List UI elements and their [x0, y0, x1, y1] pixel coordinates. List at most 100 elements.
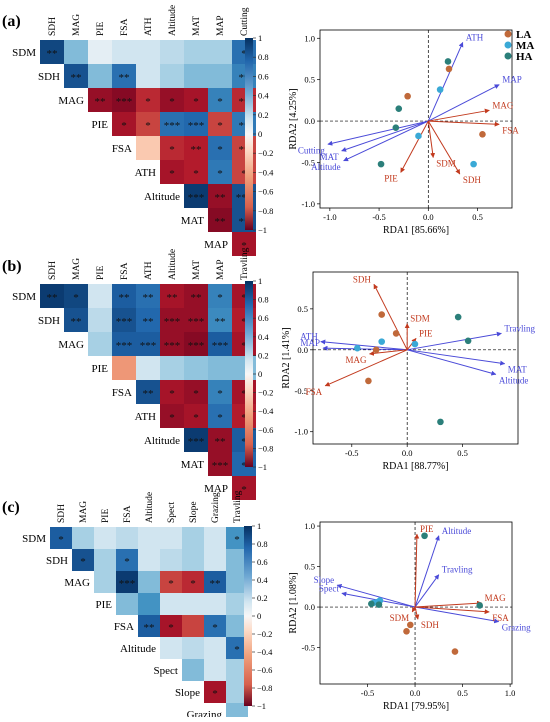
colorbar-tick-label: −1 [258, 462, 267, 472]
legend-ma-label: MA [516, 40, 534, 52]
response-vector-arrow [406, 337, 417, 351]
heatmap-cell [204, 681, 226, 703]
heatmap-significance: * [241, 292, 247, 304]
heatmap-cell [232, 232, 256, 256]
heatmap-cell [136, 112, 160, 136]
env-vector-label: Altitude [311, 162, 341, 172]
heatmap-significance: ** [119, 72, 130, 84]
env-vector-label: Travling [442, 565, 473, 575]
colorbar-tick-label: −0.2 [258, 148, 273, 158]
heatmap-cell [208, 332, 232, 356]
env-vector-label: MAP [502, 75, 522, 85]
colorbar-tick-label: 0.4 [258, 91, 269, 101]
heatmap-cell [208, 136, 232, 160]
heatmap-cell [226, 593, 248, 615]
heatmap-significance: *** [116, 316, 133, 328]
heatmap-significance: *** [164, 340, 181, 352]
heatmap-row-label: SDM [12, 47, 36, 59]
x-axis-label: RDA1 [79.95%] [383, 701, 449, 712]
env-vector-label: Grazing [502, 623, 531, 633]
y-tick-label: 0.5 [304, 562, 315, 572]
response-vector-label: SDM [390, 613, 410, 623]
heatmap-col-label: Altitude [168, 249, 178, 280]
heatmap-cell [138, 571, 160, 593]
heatmap-significance: * [217, 388, 223, 400]
heatmap-row-label: Slope [175, 687, 200, 699]
response-vector-arrow [428, 108, 490, 122]
colorbar-tick-label: 0.8 [258, 52, 269, 62]
sample-point-ma [415, 132, 422, 140]
env-vector-label: MAP [300, 338, 320, 348]
rda-biplot-layer: -1.0 -0.5 0.0 0.5 1.0 0.5 0.0 -0.5 -1.0 RDA1 [85.… [281, 29, 536, 712]
colorbar-ramp [245, 281, 253, 467]
colorbar-tick-label: −0.8 [258, 206, 273, 216]
y-tick-label: 0.0 [304, 116, 315, 126]
heatmap-significance: * [217, 144, 223, 156]
heatmap-cell [204, 593, 226, 615]
heatmap-significance: * [241, 240, 247, 252]
env-vector-arrow [320, 339, 408, 351]
response-vector-label: SDH [353, 274, 372, 284]
x-tick-label: 0.0 [410, 688, 421, 698]
heatmap-col-label: Travling [240, 247, 250, 280]
colorbar-tick-label: 0 [258, 369, 262, 379]
heatmap-row-label: Altitude [144, 435, 180, 447]
heatmap-col-label: PIE [101, 509, 111, 523]
heatmap-cell [112, 40, 136, 64]
heatmap-cell [138, 527, 160, 549]
colorbar-tick-label: −0.4 [258, 406, 274, 416]
heatmap-significance: * [193, 168, 199, 180]
response-vector-arrow [373, 283, 408, 351]
heatmap-significance: ** [71, 316, 82, 328]
heatmap-significance: * [234, 534, 240, 546]
heatmap-significance: ** [143, 316, 154, 328]
heatmap-significance: * [193, 388, 199, 400]
y-tick-label: 0.0 [297, 345, 308, 355]
heatmap-significance: ** [239, 144, 250, 156]
y-tick-label: 1.0 [304, 33, 315, 43]
env-vector-arrow [414, 606, 500, 624]
heatmap-cell [208, 40, 232, 64]
heatmap-significance: *** [116, 340, 133, 352]
response-vector-label: SDH [421, 620, 440, 630]
heatmap-cell [112, 88, 136, 112]
env-vector-label: Slope [314, 575, 335, 585]
response-vector-arrow [415, 600, 483, 608]
colorbar-tick-label: 0 [258, 129, 262, 139]
heatmap-significance: * [241, 484, 247, 496]
response-vector-arrow [427, 121, 436, 158]
heatmap-cell [112, 332, 136, 356]
sample-point-la [365, 377, 372, 385]
sample-point-la [451, 648, 459, 655]
heatmap-cell [208, 308, 232, 332]
heatmap-significance: ** [215, 436, 226, 448]
rda-biplot-2: -0.5 0.0 0.5 0.5 0.0 -0.5 -1.0 RDA1 [88.77%] RDA… [281, 271, 536, 472]
heatmap-significance: *** [164, 316, 181, 328]
colorbar-1: 1 0.8 0.6 0.4 0.2 0 −0.2 −0.4 −0.6 −0.8 −1 [245, 33, 274, 235]
colorbar-tick-label: −0.8 [257, 683, 272, 693]
heatmap-significance: * [241, 168, 247, 180]
heatmap-cell [226, 681, 248, 703]
heatmap-col-label: Altitude [168, 5, 178, 36]
heatmap-cell [208, 356, 232, 380]
heatmap-cell [72, 549, 94, 571]
legend-ha-label: HA [516, 51, 533, 63]
sample-point-ha [395, 105, 403, 112]
heatmap-cell [116, 549, 138, 571]
heatmap-significance: * [145, 96, 151, 108]
heatmap-significance: * [217, 120, 223, 132]
env-vector-arrow [341, 120, 429, 152]
y-tick-label: -1.0 [302, 199, 315, 209]
env-vector-label: Cutting [298, 145, 326, 155]
response-vector-label: SDH [463, 175, 482, 185]
legend-la-label: LA [516, 29, 531, 41]
heatmap-cell [112, 112, 136, 136]
panel-label-c: (c) [2, 499, 20, 516]
heatmap-col-label: Travling [233, 490, 243, 523]
heatmap-significance: * [168, 578, 174, 590]
response-vector-arrow [414, 606, 420, 620]
x-tick-label: 0.5 [457, 448, 468, 458]
heatmap-row-label: MAT [181, 215, 205, 227]
heatmap-cell [208, 428, 232, 452]
